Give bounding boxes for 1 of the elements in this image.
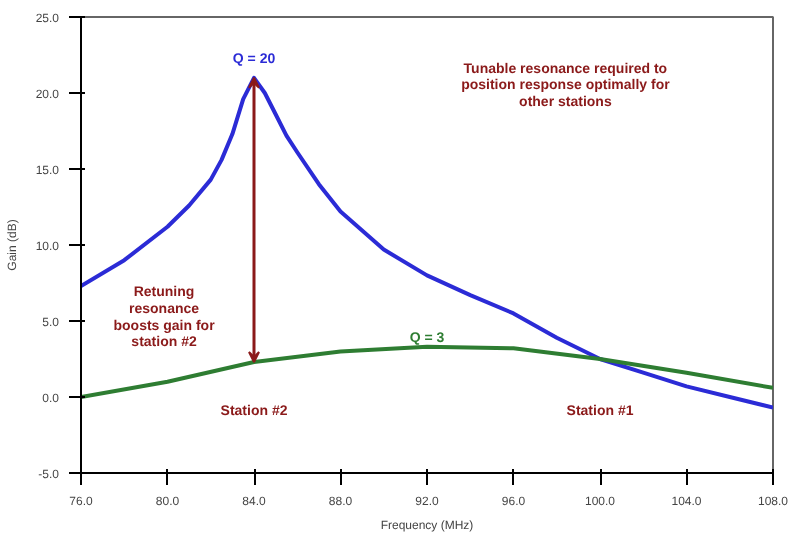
- line-series: [81, 344, 773, 399]
